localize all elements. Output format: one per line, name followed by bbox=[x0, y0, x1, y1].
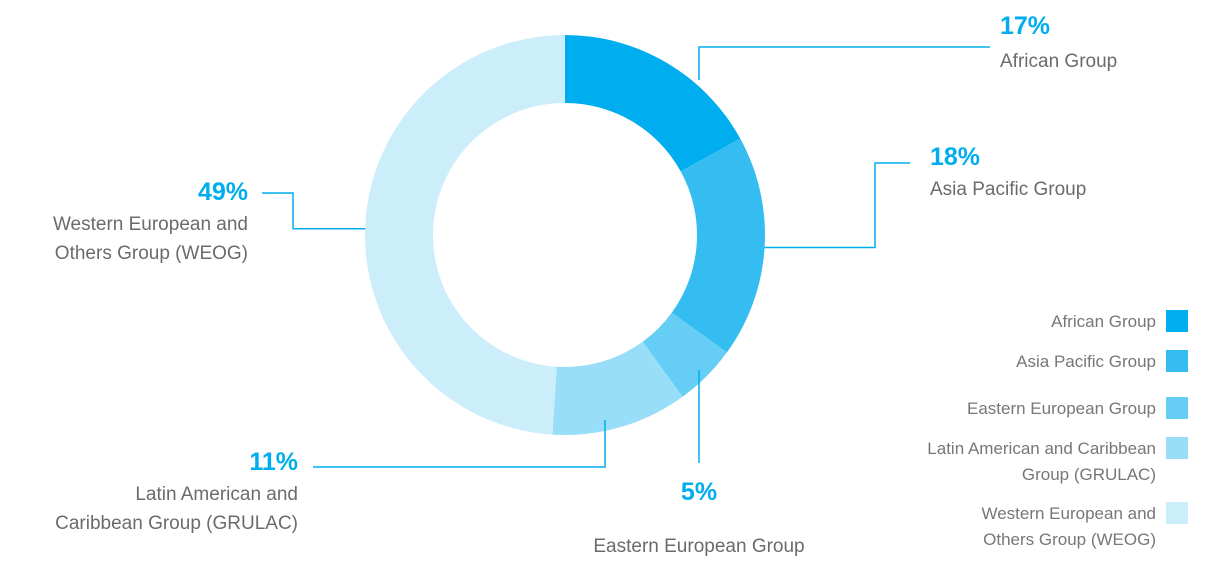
legend-swatch bbox=[1166, 397, 1188, 419]
legend-label: Asia Pacific Group bbox=[1016, 352, 1156, 371]
legend-label: African Group bbox=[1051, 312, 1156, 331]
legend-item: Eastern European Group bbox=[967, 397, 1188, 419]
leader-line bbox=[262, 192, 366, 230]
leader-line bbox=[313, 420, 606, 468]
donut-slice bbox=[671, 138, 765, 353]
slice-category-label: Caribbean Group (GRULAC) bbox=[55, 513, 298, 534]
slice-percent-label: 5% bbox=[681, 478, 717, 506]
legend-item: Asia Pacific Group bbox=[1016, 350, 1188, 372]
legend-label: Group (GRULAC) bbox=[1022, 465, 1156, 484]
legend-swatch bbox=[1166, 310, 1188, 332]
donut-slice bbox=[565, 35, 741, 172]
legend-label: Others Group (WEOG) bbox=[983, 530, 1156, 549]
slice-category-label: Western European and bbox=[53, 214, 248, 235]
legend-item: Western European and Others Group (WEOG) bbox=[981, 502, 1188, 549]
slice-category-label: Latin American and bbox=[135, 484, 298, 505]
legend-swatch bbox=[1166, 350, 1188, 372]
slice-labels: 17% African Group 18% Asia Pacific Group 5% E… bbox=[53, 12, 1117, 557]
slice-category-label: Asia Pacific Group bbox=[930, 179, 1086, 200]
donut-slices bbox=[364, 35, 765, 435]
slice-percent-label: 17% bbox=[1000, 12, 1050, 40]
leader-line bbox=[698, 46, 990, 80]
legend-swatch bbox=[1166, 502, 1188, 524]
donut-slice bbox=[642, 312, 727, 397]
slice-percent-label: 11% bbox=[249, 448, 298, 476]
legend-label: Eastern European Group bbox=[967, 399, 1156, 418]
leader-lines bbox=[262, 46, 990, 468]
leader-line bbox=[764, 162, 910, 249]
slice-percent-label: 49% bbox=[198, 178, 248, 206]
legend-label: Western European and bbox=[981, 504, 1156, 523]
slice-category-label: Others Group (WEOG) bbox=[55, 243, 248, 264]
slice-percent-label: 18% bbox=[930, 143, 980, 171]
legend-item: Latin American and Caribbean Group (GRULA… bbox=[927, 437, 1188, 484]
legend-swatch bbox=[1166, 437, 1188, 459]
legend-item: African Group bbox=[1051, 310, 1188, 332]
legend: African Group Asia Pacific Group Eastern E… bbox=[927, 310, 1188, 549]
donut-slice bbox=[552, 341, 683, 435]
legend-label: Latin American and Caribbean bbox=[927, 439, 1156, 458]
donut-slice bbox=[364, 35, 565, 435]
slice-category-label: African Group bbox=[1000, 51, 1117, 72]
slice-category-label: Eastern European Group bbox=[593, 536, 804, 557]
